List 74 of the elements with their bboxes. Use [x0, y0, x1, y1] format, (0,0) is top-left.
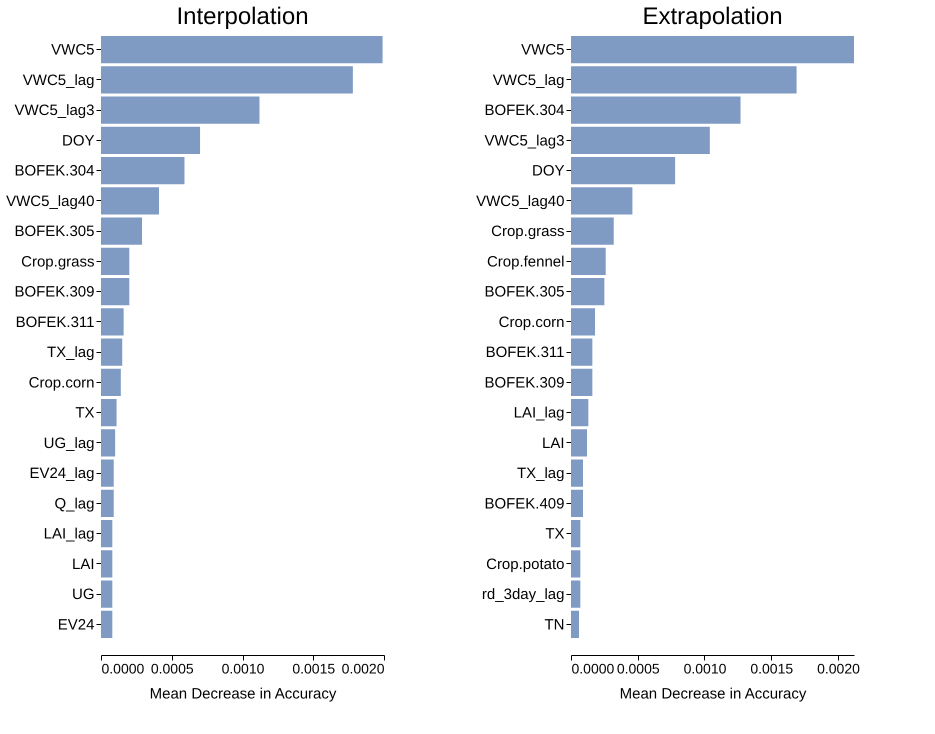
x-tick-label: 0.0015 — [750, 660, 794, 676]
y-tick-label: VWC5 — [521, 42, 564, 59]
y-tick-label: rd_3day_lag — [482, 586, 564, 604]
bar — [571, 550, 580, 578]
bar — [571, 248, 606, 275]
bar — [571, 460, 584, 487]
y-tick-label: BOFEK.305 — [14, 223, 94, 240]
y-tick-label: VWC5_lag3 — [14, 102, 94, 120]
y-tick-label: Crop.grass — [491, 223, 564, 240]
bar — [571, 368, 592, 396]
bar — [571, 520, 580, 548]
y-tick-label: Crop.grass — [21, 253, 94, 270]
bar — [571, 490, 584, 517]
bar — [571, 218, 614, 245]
bar — [571, 96, 741, 124]
y-tick-label: VWC5_lag — [22, 72, 94, 89]
y-tick-label: Crop.fennel — [486, 253, 564, 270]
y-tick-label: TX_lag — [516, 465, 564, 482]
y-tick-label: BOFEK.309 — [484, 374, 564, 392]
bar — [571, 278, 604, 306]
y-tick-label: EV24_lag — [29, 465, 94, 482]
y-tick-label: DOY — [532, 162, 564, 180]
bar — [571, 580, 580, 608]
y-tick-label: Crop.corn — [28, 374, 94, 392]
x-tick-label: 0.0020 — [342, 660, 385, 676]
x-axis-title: Mean Decrease in Accuracy — [150, 686, 337, 702]
bar — [571, 610, 580, 638]
x-tick-label: 0.0005 — [150, 660, 194, 676]
y-tick-label: VWC5 — [51, 42, 94, 59]
y-tick-label: BOFEK.305 — [484, 284, 564, 301]
y-tick-label: LAI — [72, 556, 94, 573]
bar — [571, 66, 797, 94]
y-tick-label: TX_lag — [46, 344, 94, 362]
y-tick-label: VWC5_lag40 — [6, 192, 94, 210]
y-tick-label: TN — [544, 616, 564, 634]
x-tick-label: 0.0005 — [616, 660, 660, 676]
bar — [571, 399, 588, 426]
x-tick-label: 0.0015 — [292, 660, 336, 676]
y-tick-label: LAI_lag — [44, 526, 94, 543]
y-tick-label: TX — [75, 404, 94, 422]
y-tick-label: VWC5_lag3 — [484, 132, 564, 150]
bar — [571, 338, 592, 366]
y-tick-label: EV24 — [58, 616, 94, 634]
chart-title: Extrapolation — [642, 3, 783, 30]
y-tick-label: UG_lag — [44, 434, 94, 452]
bar — [571, 126, 710, 154]
y-tick-label: BOFEK.311 — [16, 314, 94, 331]
y-tick-label: BOFEK.311 — [486, 344, 564, 362]
x-tick-label: 0.0010 — [222, 660, 265, 676]
x-axis-title: Mean Decrease in Accuracy — [620, 686, 807, 702]
bar — [571, 36, 854, 64]
y-tick-label: BOFEK.304 — [14, 162, 94, 180]
y-tick-label: Crop.potato — [486, 556, 564, 573]
y-tick-label: UG — [72, 586, 94, 604]
x-tick-label: 0.0000 — [102, 660, 145, 676]
bar — [571, 157, 676, 184]
bar — [571, 187, 632, 214]
y-tick-label: TX — [545, 526, 564, 543]
y-tick-label: VWC5_lag40 — [476, 192, 564, 210]
y-tick-label: LAI — [542, 434, 564, 452]
bar — [571, 429, 588, 456]
x-tick-label: 0.0020 — [817, 660, 860, 676]
y-tick-label: BOFEK.304 — [484, 102, 564, 120]
y-tick-label: LAI_lag — [514, 404, 564, 422]
y-tick-label: Crop.corn — [498, 314, 564, 331]
y-tick-label: DOY — [62, 132, 94, 150]
y-tick-label: VWC5_lag — [492, 72, 564, 89]
x-tick-label: 0.0000 — [572, 660, 615, 676]
x-tick-label: 0.0010 — [684, 660, 727, 676]
y-tick-label: BOFEK.309 — [14, 284, 94, 301]
bar — [571, 308, 596, 336]
y-tick-label: Q_lag — [54, 495, 94, 512]
chart-title: Interpolation — [176, 3, 309, 30]
y-tick-label: BOFEK.409 — [484, 495, 564, 512]
